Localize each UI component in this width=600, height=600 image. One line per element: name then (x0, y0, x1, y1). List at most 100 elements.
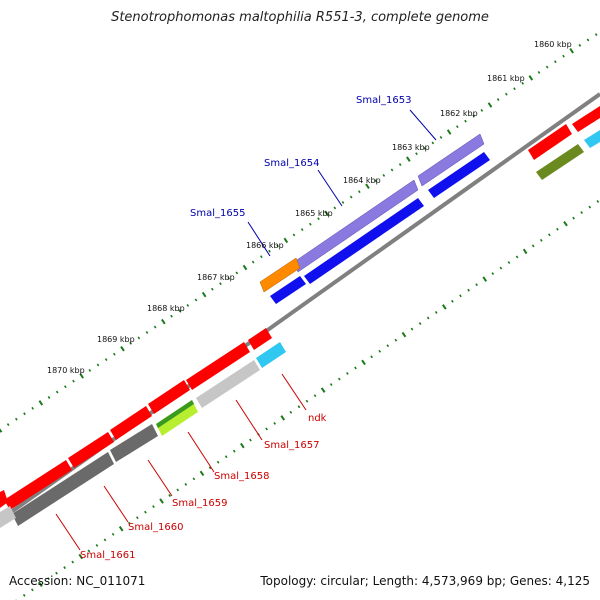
gene-red-1[interactable] (248, 328, 272, 350)
minor-tick (386, 344, 390, 348)
gene-red-2[interactable] (186, 342, 250, 390)
minor-tick (370, 355, 373, 359)
gene-red-6[interactable] (4, 460, 72, 510)
minor-tick (273, 421, 277, 425)
minor-tick (539, 238, 543, 242)
minor-tick (168, 494, 171, 497)
major-tick (320, 387, 326, 393)
major-tick (406, 156, 411, 162)
major-tick (120, 345, 125, 352)
minor-tick (71, 560, 75, 564)
minor-tick (596, 200, 600, 203)
gene-red-4[interactable] (110, 406, 152, 440)
gene-smal-1658-block[interactable] (156, 400, 198, 436)
major-tick (401, 331, 407, 338)
gene-cyan-upper-right[interactable] (584, 130, 600, 148)
gene-smal-1659-block[interactable] (110, 424, 158, 462)
gene-red-3[interactable] (148, 380, 190, 414)
gene-red-upper-right-2[interactable] (572, 106, 600, 132)
minor-tick (329, 383, 333, 386)
gene-smal-1654-block[interactable] (293, 179, 419, 273)
gene-label-smal-1654[interactable]: Smal_1654 (264, 158, 319, 169)
minor-tick (378, 349, 382, 353)
gene-label-smal-1657[interactable]: Smal_1657 (264, 440, 319, 451)
gene-red-5[interactable] (68, 432, 114, 468)
minor-tick (431, 141, 435, 145)
gene-olive-upper-right[interactable] (536, 144, 584, 180)
minor-tick (354, 366, 357, 370)
tick-label-1863: 1863 kbp (392, 143, 430, 152)
minor-tick (341, 201, 345, 204)
major-tick (159, 498, 164, 504)
minor-tick (578, 43, 582, 47)
gene-label-smal-1653[interactable]: Smal_1653 (356, 95, 411, 106)
minor-tick (505, 92, 508, 96)
minor-tick (410, 327, 414, 331)
tick-label-1869: 1869 kbp (97, 335, 135, 344)
gene-label-smal-1655[interactable]: Smal_1655 (190, 208, 245, 219)
reverse-strand-genes (0, 328, 286, 528)
minor-tick (292, 233, 296, 237)
gene-label-smal-1660[interactable]: Smal_1660 (128, 522, 183, 533)
minor-tick (545, 65, 549, 69)
minor-tick (64, 385, 67, 389)
gene-ndk-block[interactable] (256, 342, 286, 368)
gene-blue-1[interactable] (428, 152, 490, 198)
minor-tick (337, 377, 341, 381)
minor-tick (562, 54, 565, 58)
gene-smal-1660-block[interactable] (12, 452, 114, 526)
gene-red-upper-right-1[interactable] (528, 124, 572, 160)
gene-smal-1653-block[interactable] (417, 133, 485, 187)
gene-label-smal-1659[interactable]: Smal_1659 (172, 498, 227, 509)
minor-tick (515, 255, 519, 259)
minor-tick (521, 81, 524, 85)
gene-orange-block[interactable] (259, 257, 301, 293)
minor-tick (31, 406, 34, 410)
gene-smal-1658-tip[interactable] (156, 400, 194, 428)
major-tick (38, 400, 44, 406)
minor-tick (309, 222, 312, 226)
gene-label-smal-1658[interactable]: Smal_1658 (214, 471, 269, 482)
minor-tick (374, 179, 377, 183)
tick-label-1867: 1867 kbp (197, 273, 235, 282)
major-tick (118, 526, 124, 532)
major-tick (78, 553, 84, 560)
tick-ring-inner (15, 200, 600, 600)
major-tick (528, 75, 534, 81)
gene-blue-3[interactable] (270, 276, 306, 304)
minor-tick (178, 309, 181, 313)
tick-label-1870: 1870 kbp (47, 366, 85, 375)
gene-label-smal-1661[interactable]: Smal_1661 (80, 550, 135, 561)
tick-label-1862: 1862 kbp (440, 109, 478, 118)
gene-red-7[interactable] (0, 490, 8, 508)
accession-text: Accession: NC_011071 (9, 574, 146, 588)
gene-blue-2[interactable] (304, 198, 424, 284)
major-tick (365, 183, 370, 189)
major-tick (283, 237, 289, 244)
minor-tick (104, 358, 108, 362)
minor-tick (216, 460, 220, 464)
minor-tick (418, 322, 422, 325)
minor-tick (475, 283, 478, 287)
minor-tick (113, 352, 116, 356)
major-tick (201, 291, 207, 298)
gene-label-ndk[interactable]: ndk (308, 413, 327, 424)
major-tick (569, 48, 574, 54)
major-tick (240, 442, 245, 449)
minor-tick (145, 331, 149, 334)
minor-tick (572, 216, 575, 220)
minor-tick (224, 455, 228, 459)
major-tick (442, 304, 447, 310)
major-tick (446, 129, 452, 135)
gene-smal-1661-block[interactable] (0, 506, 16, 528)
tick-label-1864: 1864 kbp (343, 176, 381, 185)
forward-leader-lines (247, 109, 437, 257)
minor-tick (47, 577, 50, 581)
major-tick (324, 210, 329, 217)
major-tick (361, 359, 366, 366)
gene-smal-1657-block[interactable] (196, 360, 260, 408)
minor-tick (300, 228, 304, 232)
minor-tick (451, 299, 454, 303)
minor-tick (426, 316, 430, 320)
